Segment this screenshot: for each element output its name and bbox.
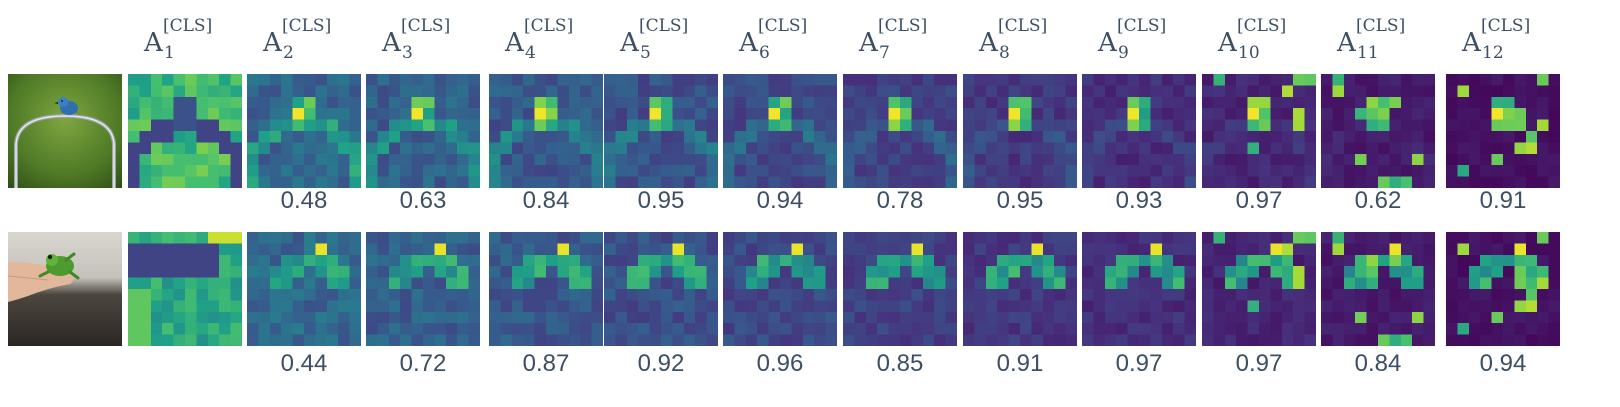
score-frog-layer-4: 0.87 [522, 350, 570, 377]
attention-map-bird-layer-4 [489, 74, 603, 188]
score-bird-layer-5: 0.95 [637, 187, 685, 214]
score-bird-layer-3: 0.63 [399, 187, 447, 214]
score-bird-layer-10: 0.97 [1235, 187, 1283, 214]
score-frog-layer-10: 0.97 [1235, 350, 1283, 377]
score-bird-layer-8: 0.95 [996, 187, 1044, 214]
attention-map-frog-layer-3 [366, 232, 480, 346]
attention-map-bird-layer-3 [366, 74, 480, 188]
attention-map-bird-layer-5 [604, 74, 718, 188]
column-header-6-base: A [739, 28, 758, 58]
column-header-8-sup: [CLS] [998, 16, 1048, 36]
attention-map-frog-layer-8 [963, 232, 1077, 346]
column-header-2-base: A [263, 28, 282, 58]
input-image-bird [8, 74, 122, 188]
column-header-4-sup: [CLS] [524, 16, 574, 36]
attention-map-frog-layer-5 [604, 232, 718, 346]
score-bird-layer-7: 0.78 [876, 187, 924, 214]
score-frog-layer-7: 0.85 [876, 350, 924, 377]
score-frog-layer-9: 0.97 [1115, 350, 1163, 377]
attention-map-bird-layer-12 [1446, 74, 1560, 188]
score-bird-layer-12: 0.91 [1479, 187, 1527, 214]
column-header-5-sup: [CLS] [639, 16, 689, 36]
score-frog-layer-6: 0.96 [756, 350, 804, 377]
column-header-12-base: A [1462, 28, 1481, 58]
score-frog-layer-3: 0.72 [399, 350, 447, 377]
input-image-frog [8, 232, 122, 346]
attention-map-frog-layer-6 [723, 232, 837, 346]
column-header-3-sup: [CLS] [401, 16, 451, 36]
column-header-1-sup: [CLS] [163, 16, 213, 36]
score-bird-layer-4: 0.84 [522, 187, 570, 214]
attention-map-bird-layer-8 [963, 74, 1077, 188]
column-header-11-sup: [CLS] [1356, 16, 1406, 36]
score-frog-layer-8: 0.91 [996, 350, 1044, 377]
column-header-6-sub: 6 [759, 43, 770, 63]
score-bird-layer-2: 0.48 [280, 187, 328, 214]
column-header-3-sub: 3 [402, 43, 413, 63]
column-header-1-sub: 1 [164, 43, 175, 63]
attention-map-bird-layer-2 [247, 74, 361, 188]
attention-map-frog-layer-12 [1446, 232, 1560, 346]
column-header-5-sub: 5 [640, 43, 651, 63]
score-frog-layer-5: 0.92 [637, 350, 685, 377]
score-frog-layer-2: 0.44 [280, 350, 328, 377]
column-header-2-sub: 2 [283, 43, 294, 63]
column-header-11-sub: 11 [1357, 43, 1379, 63]
column-header-11-base: A [1337, 28, 1356, 58]
column-header-12-sub: 12 [1482, 43, 1504, 63]
column-header-6-sup: [CLS] [758, 16, 808, 36]
column-header-8-base: A [979, 28, 998, 58]
score-bird-layer-6: 0.94 [756, 187, 804, 214]
attention-map-frog-layer-11 [1321, 232, 1435, 346]
column-header-7-base: A [859, 28, 878, 58]
attention-map-bird-layer-11 [1321, 74, 1435, 188]
column-header-2-sup: [CLS] [282, 16, 332, 36]
column-header-9-sub: 9 [1118, 43, 1129, 63]
score-bird-layer-9: 0.93 [1115, 187, 1163, 214]
column-header-10-base: A [1218, 28, 1237, 58]
column-header-8-sub: 8 [999, 43, 1010, 63]
column-header-3-base: A [382, 28, 401, 58]
column-header-7-sub: 7 [879, 43, 890, 63]
attention-map-bird-layer-10 [1202, 74, 1316, 188]
attention-map-bird-layer-1 [128, 74, 242, 188]
attention-map-frog-layer-2 [247, 232, 361, 346]
column-header-5-base: A [620, 28, 639, 58]
column-header-4-sub: 4 [525, 43, 536, 63]
column-header-1-base: A [144, 28, 163, 58]
attention-map-bird-layer-6 [723, 74, 837, 188]
column-header-9-base: A [1098, 28, 1117, 58]
column-header-10-sup: [CLS] [1237, 16, 1287, 36]
attention-map-bird-layer-7 [843, 74, 957, 188]
column-header-12-sup: [CLS] [1481, 16, 1531, 36]
attention-map-frog-layer-10 [1202, 232, 1316, 346]
column-header-7-sup: [CLS] [878, 16, 928, 36]
attention-map-frog-layer-1 [128, 232, 242, 346]
column-header-10-sub: 10 [1238, 43, 1260, 63]
attention-map-frog-layer-7 [843, 232, 957, 346]
attention-map-frog-layer-4 [489, 232, 603, 346]
column-header-4-base: A [505, 28, 524, 58]
score-frog-layer-11: 0.84 [1354, 350, 1402, 377]
attention-map-frog-layer-9 [1082, 232, 1196, 346]
attention-map-bird-layer-9 [1082, 74, 1196, 188]
score-bird-layer-11: 0.62 [1354, 187, 1402, 214]
column-header-9-sup: [CLS] [1117, 16, 1167, 36]
score-frog-layer-12: 0.94 [1479, 350, 1527, 377]
